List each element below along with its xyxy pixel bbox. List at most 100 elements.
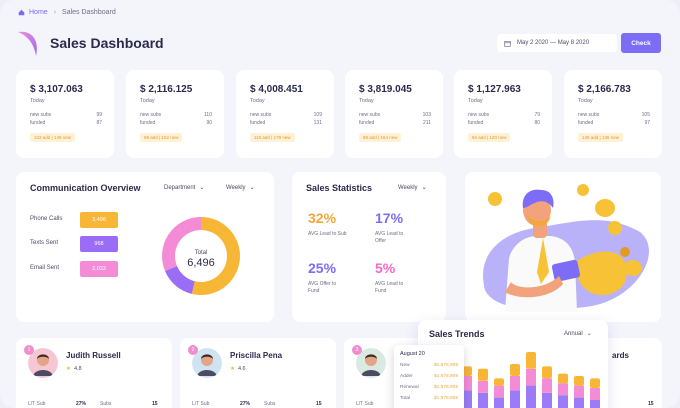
email-sent-value: 2,032: [80, 261, 118, 277]
trend-bar-segment: [462, 366, 472, 376]
avatar: [28, 348, 58, 378]
tooltip-row-value: $1,678,909: [433, 396, 458, 401]
stat-card: $ 3,819.045 Today new subs 103 funded 211 88 a…: [345, 70, 443, 158]
stat-subs-value: 103: [422, 112, 431, 118]
salesperson-rating: ★ 4.6: [230, 366, 246, 372]
salesperson-stat1: L/T Sub: [28, 401, 45, 407]
sales-statistics-title: Sales Statistics: [306, 183, 373, 193]
trend-bar-segment: [542, 392, 552, 408]
phone-calls-label: Phone Calls: [30, 216, 63, 222]
trend-bar-segment: [542, 366, 552, 379]
salesperson-stat2-value: 15: [152, 401, 158, 407]
stat-period: Today: [30, 98, 45, 104]
stat-value: 15: [316, 401, 322, 407]
rank-badge: 2: [188, 345, 198, 355]
breadcrumb-separator: ›: [53, 9, 57, 16]
lead-to-fund-percent: 5%: [375, 260, 396, 276]
date-range-input[interactable]: May 2 2020 — May 8 2020: [497, 34, 617, 52]
department-dropdown-label: Department: [164, 184, 196, 191]
trend-bar-segment: [590, 378, 600, 388]
department-dropdown[interactable]: Department ⌄: [164, 184, 204, 192]
stat-funded-label: funded: [578, 120, 594, 126]
sales-statistics-card: Sales Statistics Weekly ⌄ 32% AVG Lead t…: [292, 172, 446, 322]
stat-subs-label: new subs: [468, 112, 490, 118]
tooltip-row-label: Total: [400, 396, 411, 401]
donut-slice-2: [162, 217, 201, 271]
stat-subs-row: new subs 109: [250, 112, 322, 118]
donut-total-value: 6,496: [187, 257, 215, 269]
rating-value: 4.8: [73, 366, 82, 372]
communication-period-dropdown[interactable]: Weekly ⌄: [226, 184, 255, 192]
tooltip-row-value: $1,678,909: [433, 385, 458, 390]
texts-sent-label: Texts Sent: [30, 240, 59, 246]
salesperson-card[interactable]: 1 Judith Russell ★ 4.8 L/T Sub 27% Subs 15: [16, 338, 172, 408]
salesperson-name: Priscilla Pena: [230, 351, 283, 360]
check-button[interactable]: Check: [621, 33, 661, 53]
stat-funded-value: 90: [206, 120, 212, 126]
stat-funded-value: 87: [96, 120, 102, 126]
stat-amount: $ 2,116.125: [140, 84, 193, 95]
stat-subs-row: new subs 79: [468, 112, 540, 118]
offer-to-fund-percent: 25%: [308, 260, 337, 276]
tooltip-title: August 20: [400, 351, 425, 357]
trend-bar-segment: [574, 385, 584, 398]
stat-funded-label: funded: [359, 120, 375, 126]
donut-total-label: Total: [195, 250, 208, 256]
stat-funded-label: funded: [468, 120, 484, 126]
stat-subs-value: 109: [313, 112, 322, 118]
sales-trends-chart: [462, 352, 600, 408]
stat-amount: $ 3,107.063: [30, 84, 83, 95]
stat-amount: $ 1,127.963: [468, 84, 521, 95]
trend-bar-segment: [510, 376, 520, 391]
star-icon: ★: [230, 366, 235, 372]
trend-bar-segment: [478, 380, 488, 393]
stat-badge: 94 add | 120 new: [468, 133, 511, 142]
stat-funded-label: funded: [30, 120, 46, 126]
stat-funded-value: 131: [313, 120, 322, 126]
salesperson-card[interactable]: 2 Priscilla Pena ★ 4.6 L/T Sub 27% Subs 15: [180, 338, 336, 408]
stat-subs-label: new subs: [359, 112, 381, 118]
trend-bar-segment: [462, 376, 472, 391]
trend-bar-segment: [558, 395, 568, 408]
home-icon: [18, 9, 25, 16]
communication-period-label: Weekly: [226, 184, 246, 191]
stat-value: 15: [152, 401, 158, 407]
salesperson-stat1: L/T Sub: [356, 401, 373, 407]
stat-subs-row: new subs 105: [578, 112, 650, 118]
trend-bar-segment: [574, 376, 584, 386]
salesperson-stat1: L/T Sub: [192, 401, 209, 407]
sales-trends-title: Sales Trends: [429, 329, 485, 339]
breadcrumb-home-label: Home: [29, 9, 48, 16]
stat-badge: 88 add | 164 new: [359, 133, 402, 142]
trend-bar-segment: [574, 397, 584, 408]
stat-funded-row: funded 87: [30, 120, 102, 126]
stat-label: L/T Sub: [192, 401, 210, 407]
salesperson-stat1-value: 27%: [240, 401, 250, 407]
tooltip-row: New $1,678,909: [400, 363, 458, 368]
trend-bar-segment: [478, 392, 488, 408]
stat-card: $ 2,116.125 Today new subs 110 funded 90 89 ad…: [126, 70, 224, 158]
stat-card: $ 2,166.783 Today new subs 105 funded 97 145 a…: [564, 70, 662, 158]
page-title: Sales Dashboard: [50, 35, 164, 51]
tooltip-row: Renewal $1,678,909: [400, 385, 458, 390]
breadcrumb-home[interactable]: Home: [18, 9, 48, 16]
trends-period-dropdown[interactable]: Annual ⌄: [564, 330, 592, 338]
salesperson-name: ards: [612, 351, 629, 360]
sales-trends-tooltip: August 20 New $1,678,909 Adder $1,678,909 …: [394, 345, 464, 408]
avatar: [356, 348, 386, 378]
stat-funded-value: 211: [423, 120, 431, 126]
sales-period-dropdown[interactable]: Weekly ⌄: [398, 184, 427, 192]
stat-label: L/T Sub: [356, 401, 374, 407]
rank-badge: 3: [352, 345, 362, 355]
trend-bar-segment: [462, 390, 472, 408]
stat-badge: 145 add | 136 new: [578, 133, 623, 142]
stat-label: Subs: [100, 401, 112, 407]
salesperson-stat1-value: 27%: [76, 401, 86, 407]
stat-funded-row: funded 80: [468, 120, 540, 126]
trend-bar-segment: [494, 397, 504, 408]
page-header: Sales Dashboard: [16, 28, 164, 58]
trends-period-label: Annual: [564, 330, 583, 337]
stat-funded-label: funded: [250, 120, 266, 126]
stat-funded-row: funded 131: [250, 120, 322, 126]
